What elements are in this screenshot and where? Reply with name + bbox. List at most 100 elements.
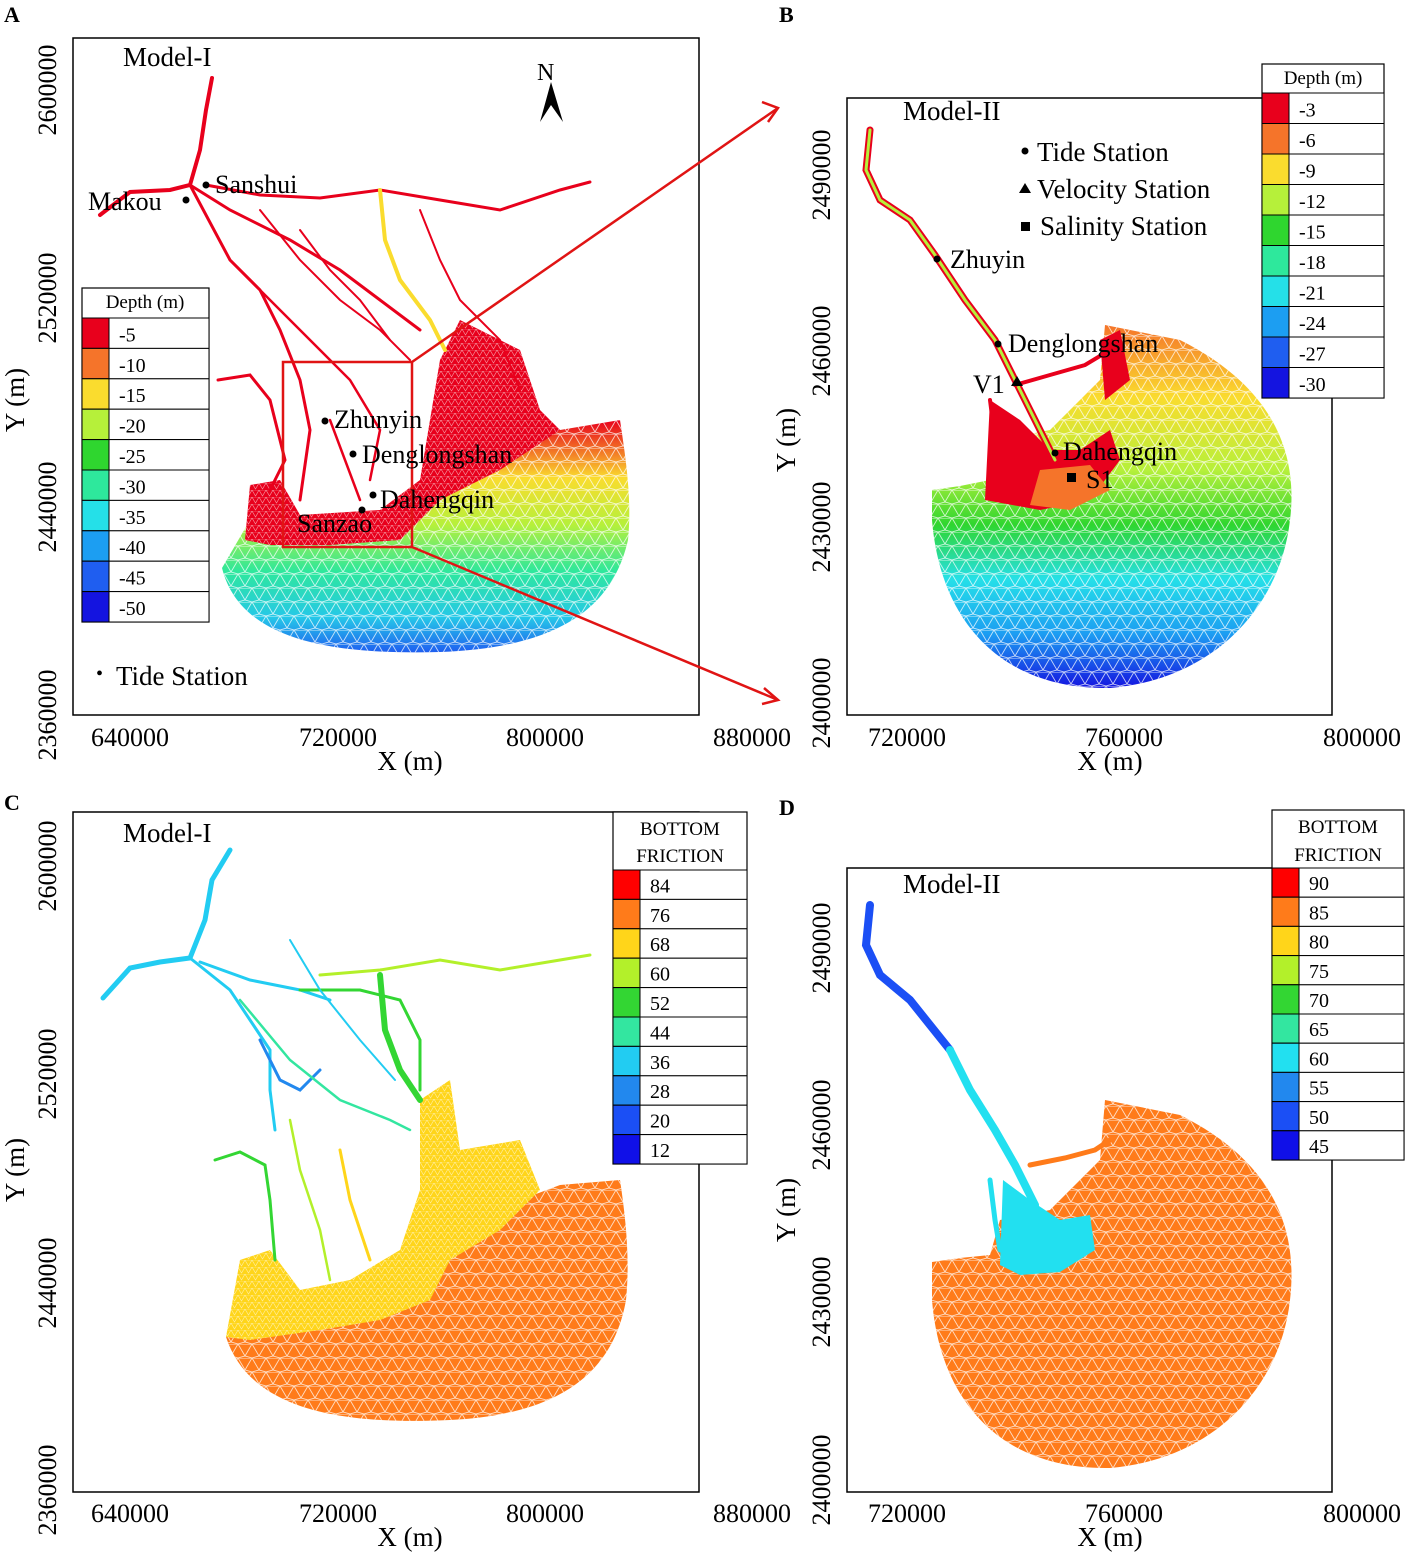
model-label: Model-I bbox=[123, 42, 211, 72]
legend-value: -15 bbox=[1299, 222, 1326, 244]
x-axis-label: X (m) bbox=[377, 1522, 442, 1552]
legend-swatch bbox=[612, 1075, 641, 1106]
legend-swatch bbox=[1261, 336, 1290, 368]
y-tick: 2460000 bbox=[807, 306, 836, 397]
legend-swatch bbox=[612, 957, 641, 989]
legend-value: -9 bbox=[1299, 161, 1316, 183]
panel-letter: C bbox=[4, 790, 20, 815]
panel-b: B Model-II Zhuyin Denglongshan V1 Daheng… bbox=[771, 2, 1401, 776]
legend-swatch bbox=[612, 1016, 641, 1047]
legend-swatch bbox=[612, 898, 641, 930]
legend-swatch bbox=[1271, 896, 1300, 927]
panel-d: D Model-II BOTTOM FRICTION 90 85 80 75 70 65 6… bbox=[771, 795, 1405, 1552]
y-tick: 2430000 bbox=[807, 1257, 836, 1348]
legend-value: 65 bbox=[1309, 1019, 1329, 1041]
panel-letter: A bbox=[4, 2, 20, 27]
station-label: Zhuyin bbox=[950, 245, 1025, 274]
x-tick: 800000 bbox=[506, 723, 584, 752]
station-label: Makou bbox=[88, 187, 162, 216]
legend-swatch bbox=[612, 928, 641, 959]
x-tick: 800000 bbox=[1323, 1499, 1401, 1528]
legend-swatch bbox=[81, 591, 110, 623]
x-tick: 720000 bbox=[868, 723, 946, 752]
legend-value: -20 bbox=[119, 416, 146, 438]
x-tick: 760000 bbox=[1085, 723, 1163, 752]
station-label: Dahengqin bbox=[1063, 437, 1177, 466]
legend-swatch bbox=[1271, 925, 1300, 957]
legend-swatch bbox=[81, 347, 110, 380]
legend-swatch bbox=[1271, 955, 1300, 986]
axes: 640000 720000 800000 880000 X (m) 260000… bbox=[0, 45, 791, 777]
legend-swatch bbox=[1261, 214, 1290, 246]
model-label: Model-I bbox=[123, 818, 211, 848]
y-axis-label: Y (m) bbox=[771, 408, 801, 472]
x-tick: 880000 bbox=[713, 1499, 791, 1528]
legend-value: 52 bbox=[650, 993, 670, 1015]
y-axis-label: Y (m) bbox=[771, 1178, 801, 1242]
axes: 720000 760000 800000 X (m) 2490000 24600… bbox=[771, 130, 1401, 777]
x-tick: 880000 bbox=[713, 723, 791, 752]
legend-value: 28 bbox=[650, 1081, 670, 1103]
station-label: Zhunyin bbox=[334, 405, 422, 434]
legend-swatch bbox=[81, 469, 110, 501]
legend-value: 85 bbox=[1309, 902, 1329, 924]
legend-value: -27 bbox=[1299, 344, 1326, 366]
model-label: Model-II bbox=[903, 869, 1000, 899]
x-axis-label: X (m) bbox=[1077, 1522, 1142, 1552]
legend-swatch bbox=[1271, 1042, 1300, 1073]
legend-value: -18 bbox=[1299, 252, 1326, 274]
legend-value: -50 bbox=[119, 598, 146, 620]
legend-swatch bbox=[81, 499, 110, 532]
legend-value: 75 bbox=[1309, 961, 1329, 983]
legend-title: FRICTION bbox=[636, 846, 724, 867]
legend-value: 60 bbox=[650, 964, 670, 986]
legend-swatch bbox=[1271, 1130, 1300, 1161]
x-tick: 760000 bbox=[1085, 1499, 1163, 1528]
legend-value: -45 bbox=[119, 568, 146, 590]
panel-letter: B bbox=[779, 2, 794, 27]
x-tick: 640000 bbox=[91, 723, 169, 752]
y-tick: 2440000 bbox=[33, 1238, 62, 1329]
friction-legend: BOTTOM FRICTION 90 85 80 75 70 65 60 55 50 45 bbox=[1271, 809, 1405, 1161]
north-label: N bbox=[537, 60, 554, 86]
y-tick: 2360000 bbox=[33, 670, 62, 761]
x-tick: 640000 bbox=[91, 1499, 169, 1528]
legend-value: -5 bbox=[119, 324, 136, 346]
legend-swatch bbox=[81, 317, 110, 349]
zoom-box bbox=[281, 360, 414, 549]
legend-swatch bbox=[612, 1045, 641, 1077]
legend-value: 84 bbox=[650, 875, 670, 897]
station-label: V1 bbox=[973, 370, 1005, 399]
plot-frame bbox=[846, 97, 1333, 716]
y-tick: 2600000 bbox=[33, 45, 62, 136]
legend-title: BOTTOM bbox=[1298, 817, 1378, 838]
y-tick: 2430000 bbox=[807, 482, 836, 573]
legend-value: 20 bbox=[650, 1111, 670, 1133]
legend-swatch bbox=[1271, 867, 1300, 898]
y-tick: 2490000 bbox=[807, 130, 836, 221]
legend-value: 36 bbox=[650, 1052, 670, 1074]
legend-value: -30 bbox=[119, 476, 146, 498]
legend-swatch bbox=[1271, 1013, 1300, 1044]
y-tick: 2490000 bbox=[807, 903, 836, 994]
station-label: Denglongshan bbox=[1008, 329, 1158, 358]
legend-value: 55 bbox=[1309, 1078, 1329, 1100]
velocity-station-icon bbox=[1019, 183, 1031, 193]
legend-swatch bbox=[612, 1134, 641, 1165]
tide-station-legend: Tide Station bbox=[116, 661, 248, 691]
legend-value: -12 bbox=[1299, 191, 1326, 213]
legend-swatch bbox=[1271, 984, 1300, 1015]
river-network bbox=[861, 901, 1113, 1253]
legend-swatch bbox=[1261, 275, 1290, 307]
legend-title: FRICTION bbox=[1294, 845, 1382, 866]
legend-value: 70 bbox=[1309, 990, 1329, 1012]
y-tick: 2440000 bbox=[33, 462, 62, 553]
legend-swatch bbox=[81, 408, 110, 441]
legend-swatch bbox=[1261, 245, 1290, 277]
station-label: S1 bbox=[1086, 465, 1113, 494]
legend-value: -35 bbox=[119, 507, 146, 529]
station-label: Sanzao bbox=[297, 509, 372, 538]
arrowhead-lower bbox=[761, 687, 781, 706]
legend-value: -40 bbox=[119, 537, 146, 559]
